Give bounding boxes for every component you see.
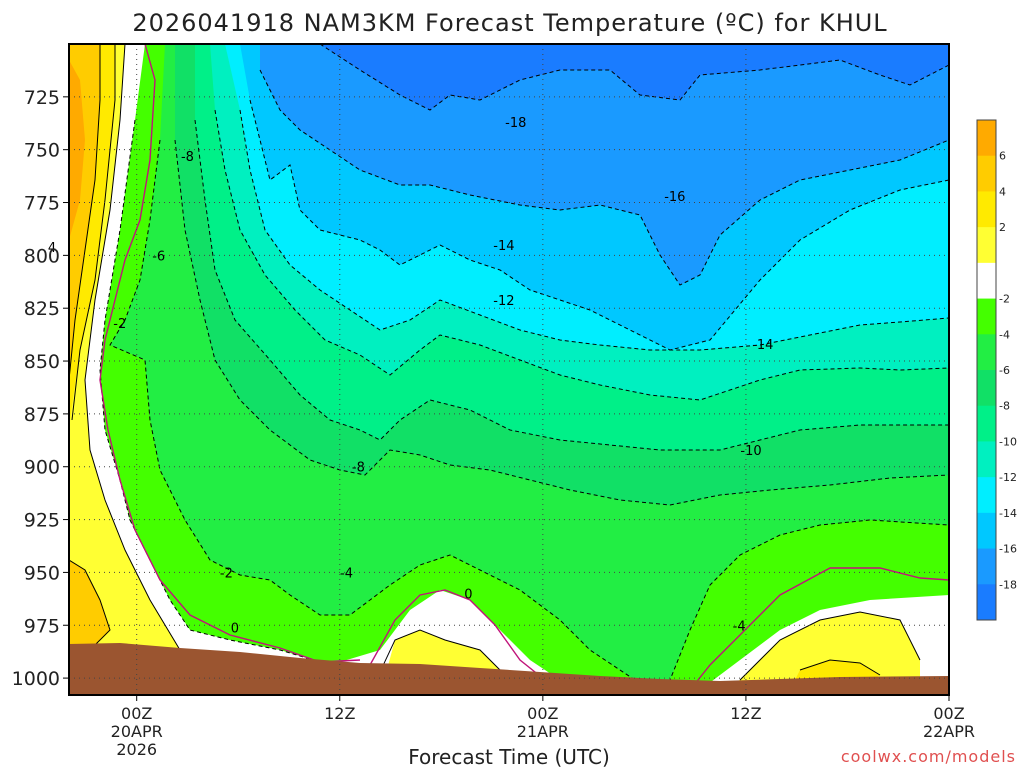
isotherm-plus-2-left: [84, 44, 181, 651]
x-tick-label-3-0: 12Z: [730, 704, 761, 723]
band-6-to-8: [69, 60, 85, 240]
colorbar-label-7: -10: [999, 435, 1017, 448]
gridlines: [69, 44, 950, 695]
plot-area: [69, 44, 949, 695]
colorbar-bin-10: [977, 477, 996, 514]
isotherm-plus-4-left: [71, 44, 116, 421]
colorbar-bin-13: [977, 584, 996, 621]
x-tick-label-0-0: 00Z: [121, 704, 152, 723]
isotherm-minus-10: [214, 109, 949, 401]
contour-label-4: -12: [493, 294, 514, 309]
isotherm-zero-middle: [369, 589, 546, 681]
colorbar-bin-3: [977, 227, 996, 264]
watermark: coolwx.com/models: [841, 747, 1016, 766]
x-tick-label-4-1: 22APR: [923, 722, 975, 741]
contour-label-5: -10: [740, 444, 761, 459]
contour-label-11: -2: [113, 317, 126, 332]
colorbar-bin-1: [977, 155, 996, 192]
contour-label-0: -18: [505, 116, 526, 131]
isotherm-minus-8: [194, 119, 949, 451]
isotherm-zero-right: [689, 567, 949, 691]
colorbar-label-11: -18: [999, 578, 1017, 591]
colorbar-bin-6: [977, 334, 996, 371]
isotherm-minus-16: [259, 69, 949, 286]
positive-isotherms: [69, 44, 921, 681]
y-tick-label-900: 900: [24, 457, 60, 479]
isotherm-minus-6: [174, 139, 949, 506]
colorbar-label-4: -4: [999, 328, 1010, 341]
colorbar-bin-9: [977, 441, 996, 478]
colorbar-frame: [976, 119, 997, 621]
colorbar-label-10: -16: [999, 543, 1017, 556]
colorbar-label-8: -12: [999, 471, 1017, 484]
colorbar-bin-7: [977, 370, 996, 407]
colorbar-label-3: -2: [999, 293, 1010, 306]
contour-label-3: -14: [752, 338, 773, 353]
contour-label-9: -4: [340, 566, 353, 581]
colorbar-label-9: -14: [999, 507, 1017, 520]
contour-label-7: -8: [352, 461, 365, 476]
isotherm-minus-12: [239, 109, 949, 351]
isotherm-plus-6-left: [69, 44, 101, 381]
colorbar-bin-11: [977, 512, 996, 550]
contour-label-6: -8: [181, 150, 194, 165]
isotherm-zero-left: [99, 44, 361, 663]
y-tick-label-800: 800: [24, 245, 60, 267]
isotherm-plus-4-pocket: [69, 559, 111, 651]
y-axis: 725 750 775 800 825 850 875 900 925 950 975 1000: [12, 87, 69, 690]
colorbar: 6 4 2 -2 -4 -6 -8 -10 -12 -14 -16 -18: [976, 119, 1017, 621]
colorbar-bin-2: [977, 191, 996, 228]
contour-label-1: -16: [664, 190, 685, 205]
y-tick-label-750: 750: [24, 140, 60, 162]
band-minus-4-to-minus-6: [69, 44, 949, 695]
isotherm-minus-14: [249, 99, 949, 351]
y-tick-label-975: 975: [24, 615, 60, 637]
x-tick-label-2-1: 21APR: [517, 722, 569, 741]
x-tick-label-0-1: 20APR: [111, 722, 163, 741]
colorbar-label-0: 6: [999, 150, 1006, 163]
colorbar-bin-0: [977, 120, 996, 157]
colorbar-label-5: -6: [999, 364, 1010, 377]
x-tick-label-0-2: 2026: [116, 740, 157, 759]
contour-label-14: 0: [464, 588, 472, 603]
isotherm-minus-4: [109, 139, 949, 691]
y-tick-label-1000: 1000: [12, 668, 60, 690]
y-tick-label-775: 775: [24, 193, 60, 215]
isotherm-plus-2-right: [739, 611, 921, 681]
y-tick-label-825: 825: [24, 298, 60, 320]
colorbar-bin-8: [977, 405, 996, 442]
y-tick-label-950: 950: [24, 562, 60, 584]
x-tick-label-2-0: 00Z: [527, 704, 558, 723]
contour-label-12: -2: [220, 566, 233, 581]
contour-label-8: -6: [152, 249, 165, 264]
y-tick-label-725: 725: [24, 87, 60, 109]
x-axis-title: Forecast Time (UTC): [408, 745, 610, 768]
contour-label-15: 4: [48, 241, 56, 256]
zero-isotherm: [99, 44, 949, 691]
colorbar-label-2: 2: [999, 221, 1006, 234]
band-0-to-2: [69, 44, 920, 695]
isotherm-plus-2-middle: [379, 629, 501, 673]
y-tick-label-925: 925: [24, 510, 60, 532]
colorbar-label-1: 4: [999, 185, 1006, 198]
chart-title: 2026041918 NAM3KM Forecast Temperature (…: [132, 9, 887, 37]
colorbar-bin-12: [977, 548, 996, 585]
contour-label-2: -14: [493, 239, 514, 254]
plot-frame: [68, 43, 950, 696]
contour-labels: -18 -16 -14 -14 -12 -10 -8 -8 -6 -4 -4 -2 -2 0 0 4: [48, 116, 774, 636]
y-tick-label-850: 850: [24, 351, 60, 373]
x-tick-label-4-0: 00Z: [933, 704, 964, 723]
ground-below-surface: [69, 643, 949, 695]
y-tick-label-875: 875: [24, 404, 60, 426]
isotherm-plus-4-right: [799, 659, 881, 676]
contour-label-13: 0: [231, 621, 239, 636]
colorbar-label-6: -8: [999, 400, 1010, 413]
x-tick-label-1-0: 12Z: [324, 704, 355, 723]
colorbar-bin-4: [977, 262, 996, 300]
colorbar-bin-5: [977, 298, 996, 335]
contour-label-10: -4: [733, 619, 746, 634]
